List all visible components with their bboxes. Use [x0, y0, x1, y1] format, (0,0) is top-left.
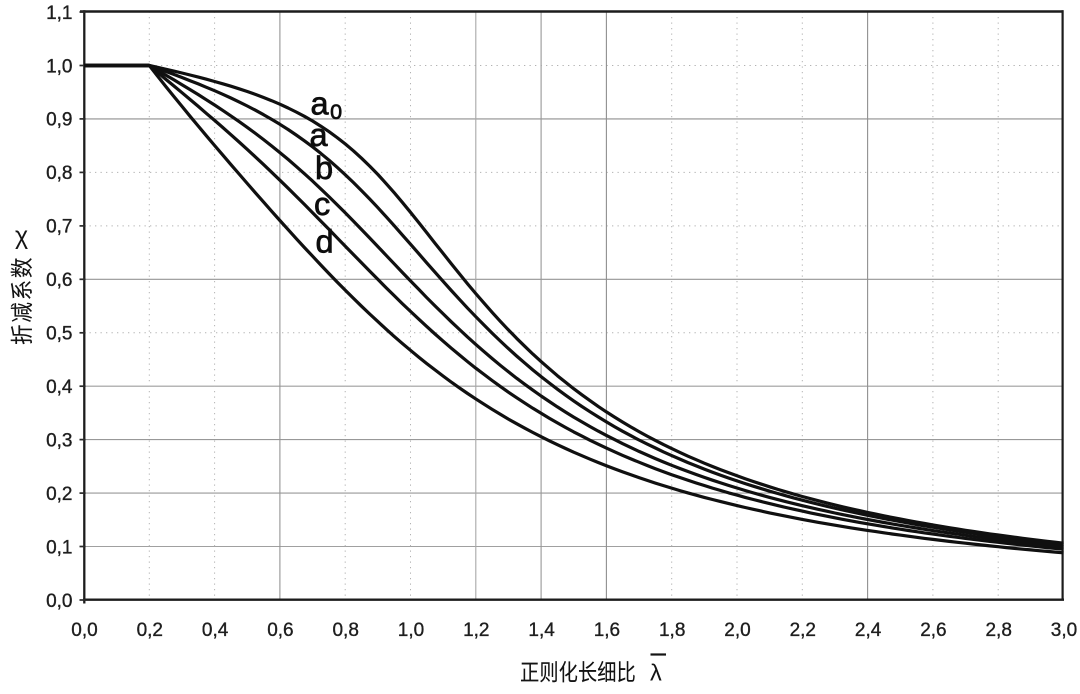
svg-text:0,2: 0,2: [137, 620, 163, 641]
svg-text:0,9: 0,9: [46, 110, 72, 131]
svg-text:χ: χ: [15, 222, 28, 250]
svg-text:0,6: 0,6: [267, 620, 293, 641]
svg-text:0,0: 0,0: [71, 620, 97, 641]
svg-text:1,1: 1,1: [46, 3, 72, 24]
svg-text:λ: λ: [650, 660, 662, 686]
svg-text:1,6: 1,6: [594, 620, 620, 641]
svg-text:0,2: 0,2: [46, 484, 72, 505]
svg-text:0,7: 0,7: [46, 217, 72, 238]
svg-text:0,1: 0,1: [46, 537, 72, 558]
svg-text:b: b: [315, 150, 333, 186]
svg-text:d: d: [316, 223, 334, 259]
svg-text:0,6: 0,6: [46, 270, 72, 291]
svg-text:a: a: [310, 117, 329, 153]
svg-text:0,0: 0,0: [46, 591, 72, 612]
svg-text:2,2: 2,2: [790, 620, 816, 641]
svg-text:3,0: 3,0: [1051, 620, 1077, 641]
svg-text:1,8: 1,8: [659, 620, 685, 641]
svg-text:2,0: 2,0: [724, 620, 750, 641]
svg-text:0,3: 0,3: [46, 430, 72, 451]
svg-text:0,5: 0,5: [46, 324, 72, 345]
svg-text:2,4: 2,4: [855, 620, 882, 641]
svg-text:2,8: 2,8: [985, 620, 1011, 641]
svg-text:1,0: 1,0: [398, 620, 424, 641]
svg-text:0,4: 0,4: [46, 377, 73, 398]
svg-text:1,2: 1,2: [463, 620, 489, 641]
svg-text:c: c: [314, 186, 330, 222]
svg-text:2,6: 2,6: [920, 620, 946, 641]
svg-text:0,4: 0,4: [202, 620, 229, 641]
svg-text:0,8: 0,8: [46, 163, 72, 184]
svg-text:1,4: 1,4: [528, 620, 555, 641]
svg-text:0,8: 0,8: [332, 620, 358, 641]
svg-text:1,0: 1,0: [46, 56, 72, 77]
